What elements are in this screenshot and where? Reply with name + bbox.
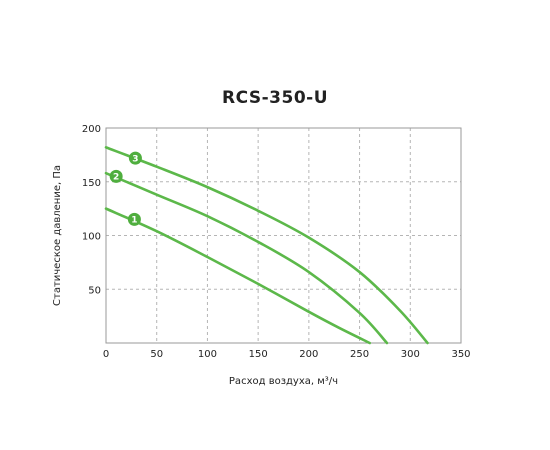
x-tick-label: 200 <box>299 349 318 360</box>
x-axis-ticks: 0 50 100 150 200 250 300 350 <box>103 349 471 360</box>
y-axis-label: Статическое давление, Па <box>52 165 63 306</box>
series-lines <box>104 146 429 345</box>
series-badge-3: 3 <box>128 151 142 165</box>
y-tick-label: 100 <box>82 232 101 243</box>
y-tick-label: 150 <box>82 178 101 189</box>
series-badge-circle <box>127 212 141 226</box>
plot-frame <box>105 127 462 344</box>
series-badge-circle <box>128 151 142 165</box>
y-tick-label: 50 <box>88 285 101 296</box>
x-tick-label: 50 <box>150 349 163 360</box>
series-badge-label: 2 <box>113 173 119 183</box>
series-badge-circle <box>109 169 123 183</box>
x-tick-label: 350 <box>451 349 470 360</box>
y-tick-label: 200 <box>82 124 101 135</box>
x-tick-label: 0 <box>103 349 109 360</box>
series-badge-2: 2 <box>109 169 123 183</box>
series-badges: 1 2 3 <box>109 151 142 226</box>
x-tick-label: 300 <box>401 349 420 360</box>
x-tick-label: 150 <box>249 349 268 360</box>
series-badge-label: 1 <box>131 216 137 226</box>
series-line-1 <box>104 207 372 345</box>
x-tick-label: 100 <box>198 349 217 360</box>
grid <box>106 128 461 343</box>
chart-title: RCS-350-U <box>221 88 329 108</box>
series-line-3 <box>104 146 429 345</box>
series-badge-1: 1 <box>127 212 141 226</box>
x-axis-label: Расход воздуха, м³/ч <box>229 376 338 387</box>
series-badge-label: 3 <box>132 154 138 164</box>
series-line-2 <box>104 171 389 345</box>
x-tick-label: 250 <box>350 349 369 360</box>
y-axis-ticks: 50 100 150 200 <box>82 124 101 296</box>
